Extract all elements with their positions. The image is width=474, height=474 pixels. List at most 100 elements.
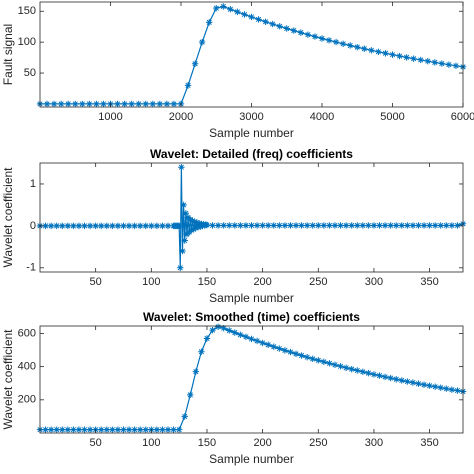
data-point — [303, 353, 311, 361]
x-tick-label: 200 — [253, 437, 271, 449]
data-point — [198, 38, 206, 46]
data-point — [248, 335, 255, 343]
data-point — [209, 326, 216, 334]
data-point — [182, 210, 190, 217]
data-point — [214, 222, 222, 229]
data-point — [311, 33, 319, 40]
data-point — [59, 222, 66, 230]
data-point — [114, 426, 122, 433]
data-point — [178, 163, 185, 171]
data-point — [303, 222, 311, 229]
data-point — [393, 376, 400, 383]
data-point — [203, 335, 211, 342]
data-point — [153, 222, 161, 230]
data-point — [368, 47, 375, 54]
data-point — [365, 369, 372, 377]
data-point — [393, 222, 400, 229]
x-tick-label: 2000 — [169, 111, 193, 123]
data-point — [420, 381, 428, 388]
data-point — [276, 23, 283, 30]
data-point — [290, 27, 297, 34]
data-point — [354, 367, 361, 374]
data-point — [248, 222, 255, 229]
data-point — [42, 222, 49, 230]
data-point — [213, 4, 220, 12]
data-point — [175, 426, 183, 433]
data-point — [443, 222, 450, 229]
data-point — [79, 100, 86, 108]
data-point — [187, 216, 194, 223]
data-point — [114, 222, 122, 230]
data-point — [149, 100, 156, 108]
data-point — [192, 224, 200, 232]
x-tick-label: 50 — [90, 437, 102, 449]
data-point — [159, 222, 166, 230]
data-point — [135, 100, 142, 108]
data-point — [103, 426, 110, 433]
data-point — [381, 222, 389, 229]
data-point — [287, 348, 294, 356]
data-point — [396, 52, 403, 60]
data-point — [454, 222, 461, 229]
data-point — [398, 222, 405, 229]
data-point — [72, 100, 79, 108]
y-tick-label: 400 — [18, 361, 36, 373]
data-point — [50, 100, 58, 108]
data-point — [376, 222, 383, 229]
data-point — [281, 222, 289, 229]
data-point — [292, 350, 300, 358]
data-point — [220, 324, 227, 332]
data-point — [339, 40, 347, 48]
chart-title: Wavelet: Smoothed (time) coefficients — [143, 310, 360, 324]
data-point — [292, 222, 300, 229]
y-tick-label: 100 — [18, 36, 36, 48]
data-point — [298, 352, 305, 359]
data-point — [309, 222, 316, 229]
x-axis-label: Sample number — [209, 126, 294, 140]
data-point — [424, 57, 431, 65]
data-point — [181, 413, 188, 420]
data-point — [114, 100, 121, 108]
data-point — [98, 222, 105, 230]
data-point — [98, 426, 105, 433]
data-point — [109, 426, 116, 433]
y-tick-label: 600 — [18, 327, 36, 339]
y-axis-label: Fault signal — [1, 24, 15, 85]
x-tick-label: 6000 — [451, 111, 474, 123]
data-point — [437, 384, 444, 391]
data-point — [70, 222, 77, 230]
data-point — [148, 222, 155, 230]
data-point — [179, 247, 186, 255]
data-point — [53, 222, 60, 230]
data-point — [359, 368, 367, 375]
data-point — [121, 100, 128, 108]
y-tick-label: 200 — [18, 394, 36, 406]
data-point — [197, 223, 204, 230]
data-point — [404, 378, 411, 385]
data-point — [281, 347, 289, 354]
data-point — [120, 426, 127, 433]
x-axis-label: Sample number — [209, 291, 294, 305]
data-point — [170, 426, 177, 433]
data-point — [276, 345, 283, 352]
data-point — [259, 339, 266, 347]
data-point — [203, 221, 211, 229]
x-tick-label: 100 — [142, 276, 160, 288]
data-point — [409, 379, 417, 386]
data-point — [326, 360, 333, 367]
data-point — [164, 426, 172, 433]
data-point — [438, 60, 446, 67]
x-tick-label: 350 — [420, 276, 438, 288]
data-point — [42, 426, 49, 433]
data-point — [131, 426, 138, 433]
data-point — [65, 100, 72, 108]
x-tick-label: 150 — [198, 437, 216, 449]
data-point — [163, 100, 171, 108]
data-point — [376, 372, 383, 379]
data-point — [237, 222, 244, 229]
data-point — [315, 222, 322, 229]
data-point — [452, 62, 460, 70]
data-point — [75, 222, 83, 230]
data-point — [214, 323, 222, 331]
x-tick-label: 250 — [309, 276, 327, 288]
